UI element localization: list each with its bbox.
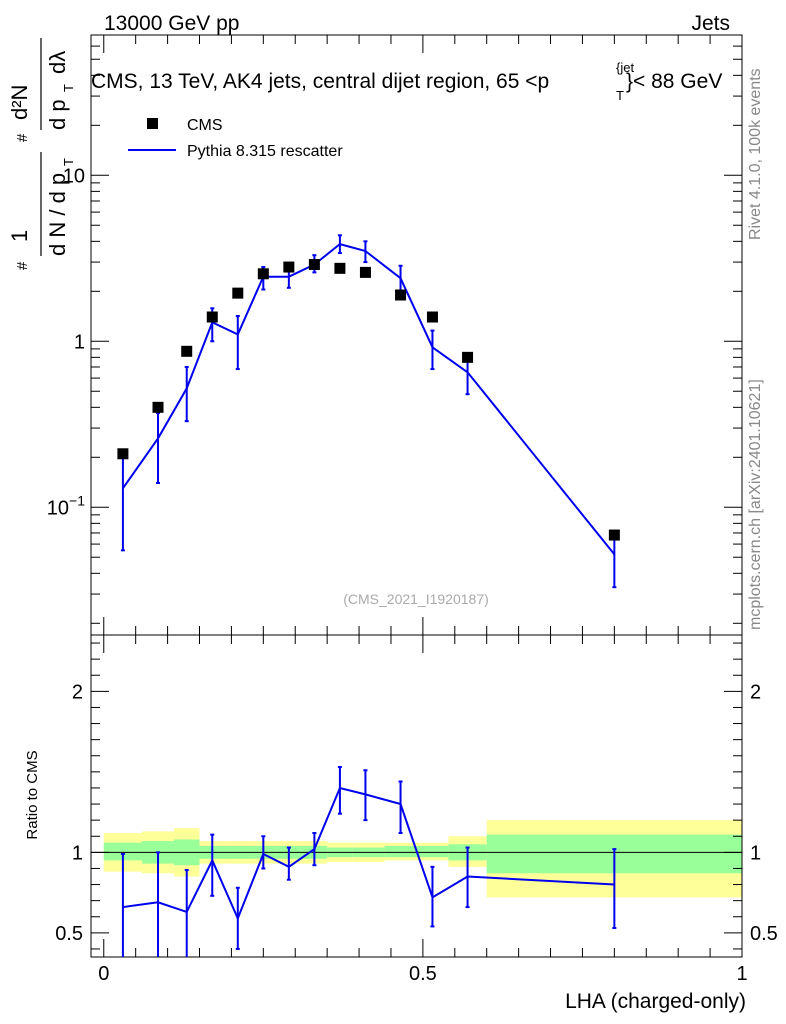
ratio-band-inner	[416, 845, 449, 858]
cms-data-point	[152, 401, 164, 413]
ratio-line	[122, 786, 615, 921]
main-y-tick-label: 1	[74, 331, 85, 353]
svg-text:T: T	[61, 84, 76, 92]
x-axis-label: LHA (charged-only)	[565, 990, 746, 1013]
main-y-tick-base: 10	[63, 165, 85, 187]
plot-title-sup: {jet	[616, 60, 634, 75]
main-y-axis-label: # 1 d N / d p T # d²N d p T dλ	[7, 38, 76, 270]
plot-title-main: CMS, 13 TeV, AK4 jets, central dijet reg…	[91, 70, 549, 93]
cms-data-point	[232, 287, 244, 299]
svg-text:d p: d p	[45, 99, 70, 130]
svg-text:#: #	[14, 133, 31, 142]
rivet-label: Rivet 4.1.0, 100k events	[747, 68, 764, 240]
svg-text:#: #	[14, 261, 31, 270]
header-left: 13000 GeV pp	[104, 12, 239, 35]
main-y-tick-base: 1	[74, 331, 85, 353]
legend-label-cms: CMS	[187, 117, 223, 134]
ratio-y-tick-label-left: 0.5	[55, 923, 83, 945]
ratio-y-tick-label-right: 1	[750, 842, 761, 864]
ratio-y-axis-label: Ratio to CMS	[24, 750, 41, 839]
svg-text:dλ: dλ	[45, 51, 70, 74]
cms-data-point	[308, 259, 320, 271]
svg-text:T: T	[61, 158, 76, 166]
main-y-tick-label: 10−1	[47, 492, 85, 519]
legend-marker-cms	[147, 118, 158, 129]
x-tick-label: 1	[736, 963, 747, 985]
cms-data-point	[117, 448, 129, 460]
ratio-y-tick-label-left: 2	[72, 681, 83, 703]
svg-text:1: 1	[7, 230, 32, 242]
cms-data-point	[608, 529, 620, 541]
main-y-tick-base: 10	[47, 497, 69, 519]
plot-title-rest: }< 88 GeV	[626, 70, 722, 93]
legend: CMS Pythia 8.315 rescatter	[128, 117, 343, 160]
ratio-plot-series	[120, 766, 617, 957]
cms-data-point	[206, 311, 218, 323]
cms-data-point	[395, 289, 407, 301]
ratio-y-tick-label-right: 2	[750, 681, 761, 703]
cms-data-point	[181, 345, 193, 357]
cms-data-point	[426, 311, 438, 323]
ratio-plot-frame	[90, 634, 743, 958]
ratio-band-inner	[103, 842, 143, 861]
plot-title-sub: T	[616, 88, 624, 103]
svg-text:d²N: d²N	[7, 85, 32, 120]
ratio-y-tick-label-left: 1	[72, 842, 83, 864]
x-tick-label: 0	[98, 963, 109, 985]
main-plot-series	[117, 234, 620, 589]
main-y-tick-exp: −1	[69, 492, 85, 508]
ratio-y-tick-label-right: 0.5	[750, 923, 778, 945]
cms-data-point	[283, 261, 295, 273]
legend-label-pythia: Pythia 8.315 rescatter	[187, 143, 343, 160]
plot-title: CMS, 13 TeV, AK4 jets, central dijet reg…	[91, 70, 549, 93]
cms-data-point	[257, 268, 269, 280]
ratio-axis-ticks: 0.5 0.51 12 20 0.5 1	[55, 635, 778, 985]
svg-text:d N / d p: d N / d p	[45, 173, 70, 256]
ratio-plot-panel: 0.5 0.51 12 20 0.5 1 Ratio to CMS LHA (charge…	[24, 634, 778, 1013]
cms-data-point	[462, 351, 474, 363]
ratio-uncertainty-bands	[91, 820, 742, 898]
main-y-tick-label: 10	[63, 165, 85, 187]
header-right: Jets	[691, 12, 730, 35]
ratio-band-inner	[384, 845, 417, 858]
mc-line	[122, 243, 616, 556]
mcplots-label: mcplots.cern.ch [arXiv:2401.10621]	[747, 379, 764, 630]
watermark: (CMS_2021_I1920187)	[343, 591, 489, 607]
cms-data-point	[359, 266, 371, 278]
cms-data-point	[334, 262, 346, 274]
x-tick-label: 0.5	[409, 963, 437, 985]
